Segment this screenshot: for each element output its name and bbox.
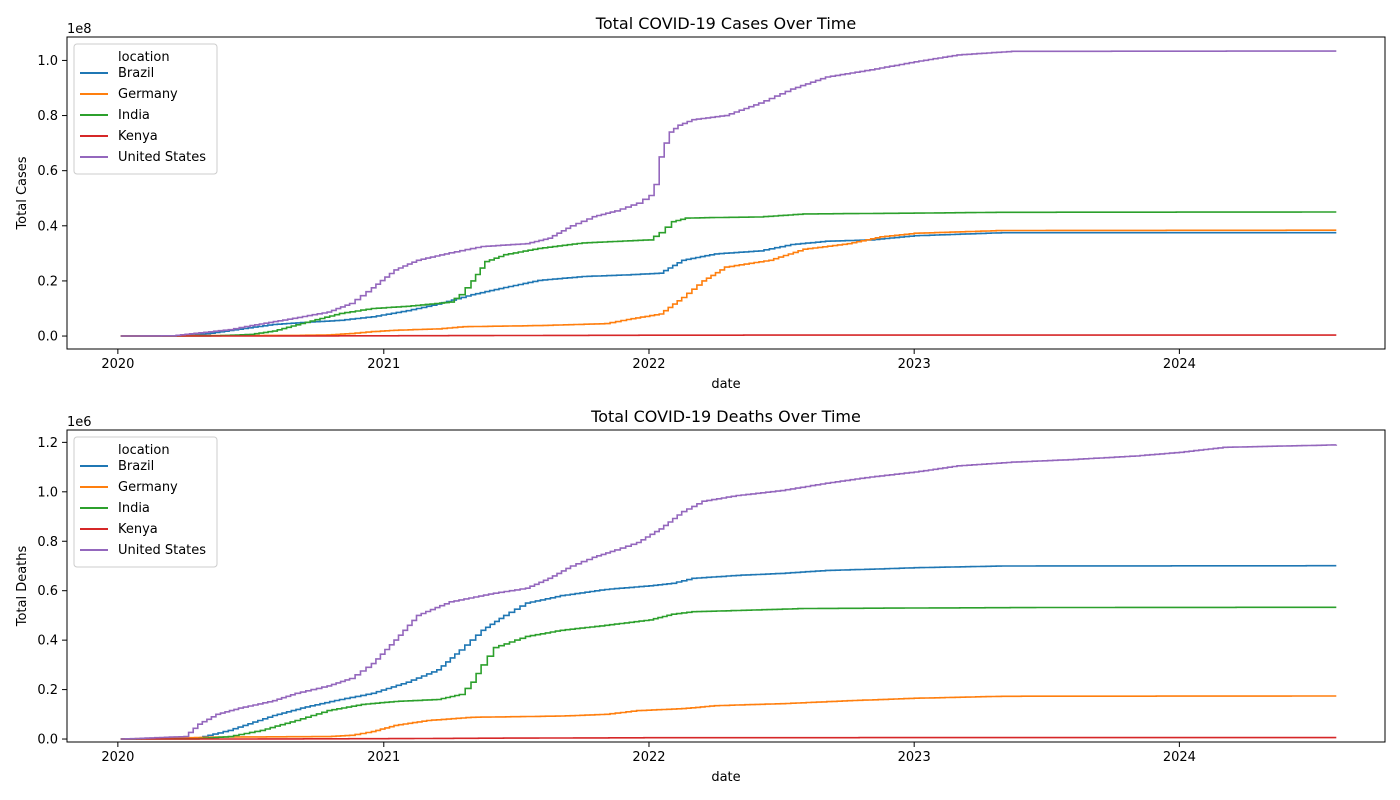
y-tick-label: 0.2: [37, 274, 58, 289]
chart-title: Total COVID-19 Cases Over Time: [595, 14, 856, 33]
legend-item-label: India: [118, 501, 150, 516]
series-line-brazil: [120, 564, 1337, 740]
legend-item-label: United States: [118, 543, 206, 558]
y-tick-label: 0.8: [37, 535, 58, 550]
chart-1: Total COVID-19 Cases Over Time 0.0 0.2 0.4 0…: [15, 14, 1386, 392]
y-tick-label: 0.6: [37, 584, 58, 599]
y-tick-label: 0.4: [37, 634, 58, 649]
series-line-kenya: [120, 334, 1337, 337]
x-axis-label: date: [711, 377, 740, 392]
x-tick-label: 2022: [632, 357, 665, 372]
plot-frame: [66, 429, 1386, 743]
legend-item-label: Brazil: [118, 459, 154, 474]
x-tick-label: 2020: [101, 357, 134, 372]
legend-item-label: United States: [118, 150, 206, 165]
legend-item-label: Germany: [118, 480, 178, 495]
y-tick-label: 0.8: [37, 109, 58, 124]
legend-item-label: Brazil: [118, 66, 154, 81]
y-tick-label: 0.2: [37, 683, 58, 698]
series-line-kenya: [120, 736, 1337, 740]
x-tick-label: 2022: [632, 750, 665, 765]
y-tick-label: 0.4: [37, 219, 58, 234]
chart-2: Total COVID-19 Deaths Over Time 0.0 0.2 0.4…: [15, 407, 1386, 785]
legend-item-label: Kenya: [118, 129, 158, 144]
y-tick-label: 0.0: [37, 330, 58, 345]
legend-box: [73, 436, 218, 568]
y-scale-label: 1e8: [67, 22, 92, 37]
x-tick-label: 2023: [898, 357, 931, 372]
chart-title: Total COVID-19 Deaths Over Time: [590, 407, 861, 426]
legend-title: location: [118, 443, 170, 458]
plot-frame: [66, 36, 1386, 350]
series-line-united-states: [120, 444, 1338, 740]
x-tick-label: 2020: [101, 750, 134, 765]
y-tick-label: 1.0: [37, 54, 58, 69]
legend-item-label: India: [118, 108, 150, 123]
legend-item-label: Germany: [118, 87, 178, 102]
x-tick-label: 2021: [367, 357, 400, 372]
y-tick-label: 0.6: [37, 164, 58, 179]
series-line-germany: [120, 229, 1337, 337]
y-tick-label: 1.2: [37, 436, 58, 451]
series-line-india: [120, 211, 1337, 337]
series-line-india: [120, 606, 1337, 740]
y-axis-label: Total Cases: [15, 156, 30, 230]
x-tick-label: 2024: [1163, 750, 1196, 765]
series-line-brazil: [120, 231, 1337, 337]
y-scale-label: 1e6: [67, 415, 92, 430]
x-tick-label: 2023: [898, 750, 931, 765]
x-tick-label: 2021: [367, 750, 400, 765]
x-tick-label: 2024: [1163, 357, 1196, 372]
y-tick-label: 0.0: [37, 733, 58, 748]
series-line-united-states: [120, 50, 1337, 337]
y-tick-label: 1.0: [37, 485, 58, 500]
series-line-germany: [120, 695, 1337, 740]
legend-box: [73, 43, 218, 175]
x-axis-label: date: [711, 770, 740, 785]
legend-title: location: [118, 50, 170, 65]
legend-item-label: Kenya: [118, 522, 158, 537]
y-axis-label: Total Deaths: [15, 545, 30, 627]
